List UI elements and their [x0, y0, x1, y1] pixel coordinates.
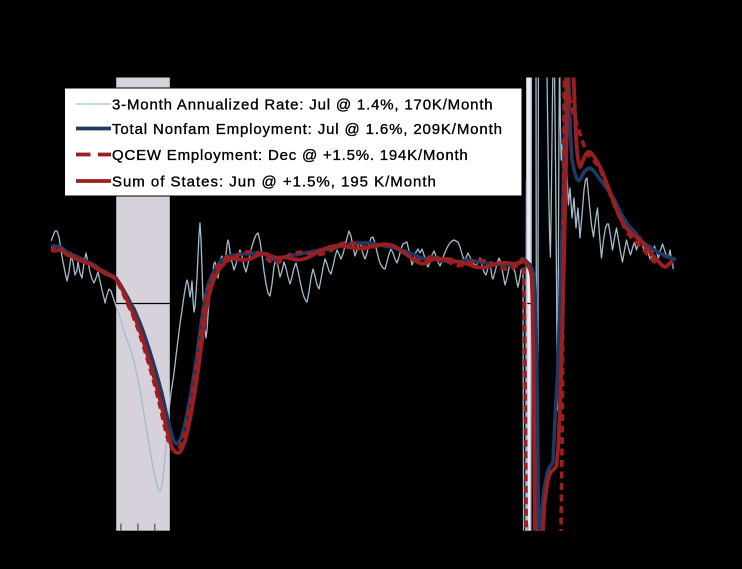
svg-text:QCEW Employment: Dec @ +1.5%.: QCEW Employment: Dec @ +1.5%. 194K/Month [112, 147, 469, 164]
svg-text:Total Nonfam Employment: Jul @: Total Nonfam Employment: Jul @ 1.6%, 209… [112, 121, 503, 138]
svg-text:Sum of States: Jun @ +1.5%, 19: Sum of States: Jun @ +1.5%, 195 K/Month [112, 174, 437, 191]
svg-text:3-Month Annualized Rate: Jul @: 3-Month Annualized Rate: Jul @ 1.4%, 170… [112, 97, 493, 114]
